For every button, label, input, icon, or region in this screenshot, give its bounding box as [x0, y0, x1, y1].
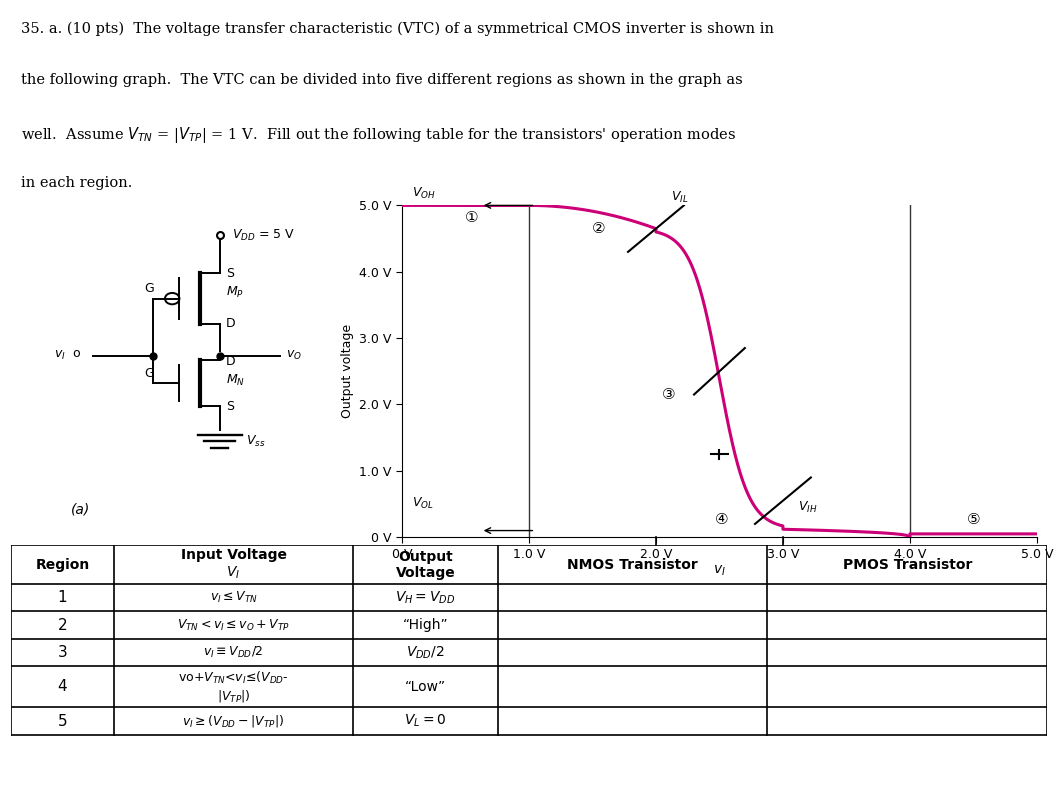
Text: $v_I$  o: $v_I$ o	[54, 349, 81, 362]
Text: Output
Voltage: Output Voltage	[396, 550, 455, 580]
Text: 3: 3	[57, 645, 68, 660]
Text: ④: ④	[715, 512, 729, 527]
Text: $V_{ss}$: $V_{ss}$	[245, 434, 266, 449]
Text: $M_P$: $M_P$	[225, 284, 243, 300]
Text: NMOS Transistor: NMOS Transistor	[567, 558, 698, 572]
Text: 35. a. (10 pts)  The voltage transfer characteristic (VTC) of a symmetrical CMOS: 35. a. (10 pts) The voltage transfer cha…	[21, 22, 774, 36]
Text: (a): (a)	[71, 502, 90, 517]
Text: $v_I \geq (V_{DD}-|V_{TP}|)$: $v_I \geq (V_{DD}-|V_{TP}|)$	[182, 713, 285, 729]
Y-axis label: Output voltage: Output voltage	[341, 324, 353, 419]
Text: ⑤: ⑤	[967, 512, 980, 527]
Text: $v_I \leq V_{TN}$: $v_I \leq V_{TN}$	[209, 590, 257, 605]
Text: the following graph.  The VTC can be divided into five different regions as show: the following graph. The VTC can be divi…	[21, 73, 743, 88]
Text: S: S	[225, 267, 234, 280]
Text: 5: 5	[57, 713, 68, 728]
Text: $V_{DD}/2$: $V_{DD}/2$	[406, 644, 444, 660]
Text: $V_H = V_{DD}$: $V_H = V_{DD}$	[396, 589, 455, 606]
Text: $v_O$: $v_O$	[286, 349, 302, 362]
Text: $v_I \equiv V_{DD}/2$: $v_I \equiv V_{DD}/2$	[203, 645, 263, 660]
Text: $M_N$: $M_N$	[225, 372, 244, 388]
Text: ③: ③	[662, 387, 675, 402]
Text: $V_{OL}$: $V_{OL}$	[413, 495, 434, 510]
Text: PMOS Transistor: PMOS Transistor	[843, 558, 972, 572]
Text: $V_{OH}$: $V_{OH}$	[413, 186, 436, 201]
Text: 2: 2	[57, 618, 68, 633]
Text: Region: Region	[35, 558, 90, 572]
Text: $V_{DD}$ = 5 V: $V_{DD}$ = 5 V	[232, 228, 295, 243]
Text: G: G	[144, 367, 154, 380]
Text: “Low”: “Low”	[405, 679, 445, 694]
Text: G: G	[144, 283, 154, 295]
Text: $V_{IH}$: $V_{IH}$	[798, 499, 818, 515]
Text: $V_L = 0$: $V_L = 0$	[404, 713, 446, 729]
Text: $V_{TN} < v_I \leq v_O + V_{TP}$: $V_{TN} < v_I \leq v_O + V_{TP}$	[177, 618, 290, 633]
Text: S: S	[225, 400, 234, 412]
Text: D: D	[225, 318, 235, 330]
Text: 4: 4	[57, 679, 68, 694]
Text: D: D	[225, 356, 235, 368]
Text: Input Voltage
$V_I$: Input Voltage $V_I$	[181, 548, 287, 581]
Text: “High”: “High”	[402, 618, 449, 632]
X-axis label: $v_I$: $v_I$	[713, 563, 726, 577]
Text: 1: 1	[57, 590, 68, 605]
Text: $V_{IL}$: $V_{IL}$	[671, 190, 689, 205]
Text: ①: ①	[466, 210, 478, 225]
Text: vo+$V_{TN}$<$v_I$≤($V_{DD}$-
|$V_{TP}$|): vo+$V_{TN}$<$v_I$≤($V_{DD}$- |$V_{TP}$|)	[178, 669, 289, 704]
Text: well.  Assume $V_{TN}$ = |$V_{TP}$| = 1 V.  Fill out the following table for the: well. Assume $V_{TN}$ = |$V_{TP}$| = 1 V…	[21, 125, 736, 145]
Text: ②: ②	[592, 221, 605, 236]
Text: in each region.: in each region.	[21, 176, 132, 190]
